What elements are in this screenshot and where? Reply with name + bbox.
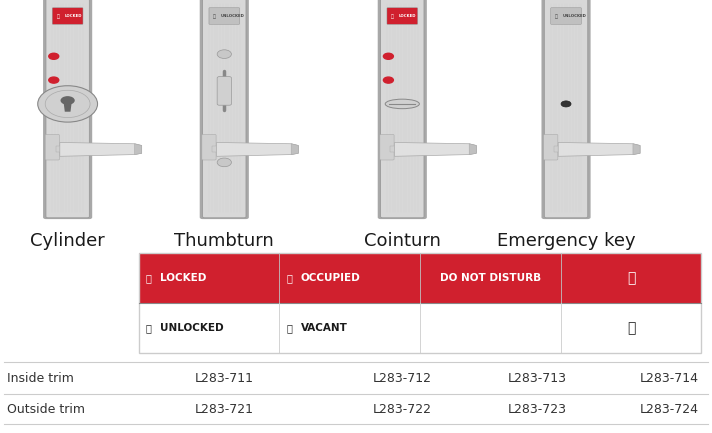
FancyBboxPatch shape [541, 0, 591, 219]
Bar [139, 253, 279, 303]
Circle shape [48, 53, 58, 59]
Text: 🔓: 🔓 [146, 323, 152, 333]
Polygon shape [216, 142, 298, 156]
Text: Outside trim: Outside trim [7, 403, 85, 416]
Circle shape [217, 158, 231, 167]
Circle shape [38, 86, 98, 122]
Text: Inside trim: Inside trim [7, 372, 74, 385]
Text: L283-721: L283-721 [195, 403, 253, 416]
Circle shape [383, 53, 393, 59]
Text: 🔒: 🔒 [555, 13, 558, 19]
Circle shape [383, 77, 393, 83]
Bar [279, 303, 420, 353]
FancyBboxPatch shape [46, 134, 60, 160]
Polygon shape [60, 142, 142, 156]
Polygon shape [469, 144, 476, 155]
Text: L283-722: L283-722 [373, 403, 431, 416]
Text: 🔒: 🔒 [146, 273, 152, 283]
Polygon shape [558, 142, 640, 156]
Bar [139, 253, 701, 353]
Text: Thumbturn: Thumbturn [174, 232, 274, 250]
Text: VACANT: VACANT [300, 323, 347, 333]
Text: L283-712: L283-712 [373, 372, 431, 385]
Text: Cointurn: Cointurn [364, 232, 441, 250]
Text: Cylinder: Cylinder [31, 232, 105, 250]
Text: DO NOT DISTURB: DO NOT DISTURB [440, 273, 541, 283]
FancyBboxPatch shape [43, 0, 93, 219]
Text: 🔓: 🔓 [627, 321, 635, 335]
Text: 🔒: 🔒 [286, 273, 293, 283]
Bar [212, 146, 221, 152]
FancyBboxPatch shape [217, 77, 231, 105]
Polygon shape [63, 100, 72, 112]
FancyBboxPatch shape [377, 0, 426, 219]
Text: 🔒: 🔒 [627, 271, 635, 285]
Text: 🔒: 🔒 [57, 13, 60, 19]
Text: L283-724: L283-724 [640, 403, 698, 416]
Text: LOCKED: LOCKED [160, 273, 206, 283]
FancyBboxPatch shape [199, 0, 249, 219]
Bar [561, 303, 701, 353]
Circle shape [61, 96, 75, 105]
FancyBboxPatch shape [209, 8, 239, 24]
Text: LOCKED: LOCKED [399, 14, 417, 18]
Ellipse shape [385, 99, 419, 109]
Circle shape [48, 77, 58, 83]
Bar [561, 253, 701, 303]
Text: L283-714: L283-714 [640, 372, 698, 385]
FancyBboxPatch shape [545, 0, 588, 218]
Text: UNLOCKED: UNLOCKED [160, 323, 224, 333]
Polygon shape [394, 142, 476, 156]
FancyBboxPatch shape [202, 0, 246, 218]
Text: Emergency key: Emergency key [497, 232, 635, 250]
Polygon shape [633, 144, 640, 155]
Text: L283-711: L283-711 [195, 372, 253, 385]
Text: L283-713: L283-713 [508, 372, 567, 385]
Text: UNLOCKED: UNLOCKED [562, 14, 587, 18]
FancyBboxPatch shape [551, 8, 582, 24]
Bar [420, 303, 561, 353]
Polygon shape [291, 144, 298, 155]
FancyBboxPatch shape [53, 8, 83, 24]
Bar [279, 253, 420, 303]
Text: LOCKED: LOCKED [64, 14, 82, 18]
Text: L283-723: L283-723 [508, 403, 567, 416]
FancyBboxPatch shape [202, 134, 216, 160]
Text: 🔒: 🔒 [392, 13, 394, 19]
Text: 🔓: 🔓 [286, 323, 293, 333]
FancyBboxPatch shape [387, 8, 417, 24]
Bar [56, 146, 64, 152]
Bar [420, 253, 561, 303]
Text: 🔒: 🔒 [214, 13, 216, 19]
Circle shape [561, 101, 571, 107]
Polygon shape [135, 144, 142, 155]
Circle shape [217, 50, 231, 58]
Bar [554, 146, 562, 152]
Text: UNLOCKED: UNLOCKED [221, 14, 245, 18]
FancyBboxPatch shape [46, 0, 90, 218]
Bar [139, 303, 279, 353]
FancyBboxPatch shape [380, 0, 424, 218]
FancyBboxPatch shape [544, 134, 558, 160]
FancyBboxPatch shape [380, 134, 394, 160]
Bar [390, 146, 399, 152]
Text: OCCUPIED: OCCUPIED [300, 273, 360, 283]
